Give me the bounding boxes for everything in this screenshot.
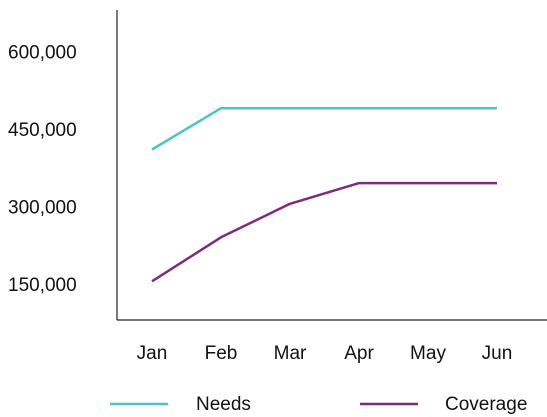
x-tick-label: Jun (482, 343, 513, 364)
y-tick-label: 300,000 (8, 197, 77, 218)
x-tick-label: Mar (274, 343, 307, 364)
series-line-coverage (151, 181, 497, 283)
x-tick-label: Feb (205, 343, 238, 364)
legend-label-coverage: Coverage (445, 394, 527, 415)
y-tick-label: 150,000 (8, 275, 77, 296)
series-line-needs (151, 106, 497, 151)
x-tick-label: Jan (137, 343, 168, 364)
x-tick-label: Apr (344, 343, 374, 364)
y-tick-label: 450,000 (8, 120, 77, 141)
y-tick-label: 600,000 (8, 42, 77, 63)
legend-label-needs: Needs (196, 394, 251, 415)
axes (116, 10, 547, 321)
x-tick-label: May (410, 343, 446, 364)
series-lines (151, 106, 497, 283)
x-tick-labels: Jan Feb Mar Apr May Jun (137, 343, 513, 364)
y-tick-labels: 600,000 450,000 300,000 150,000 (8, 42, 77, 296)
legend: Needs Coverage (110, 394, 527, 415)
